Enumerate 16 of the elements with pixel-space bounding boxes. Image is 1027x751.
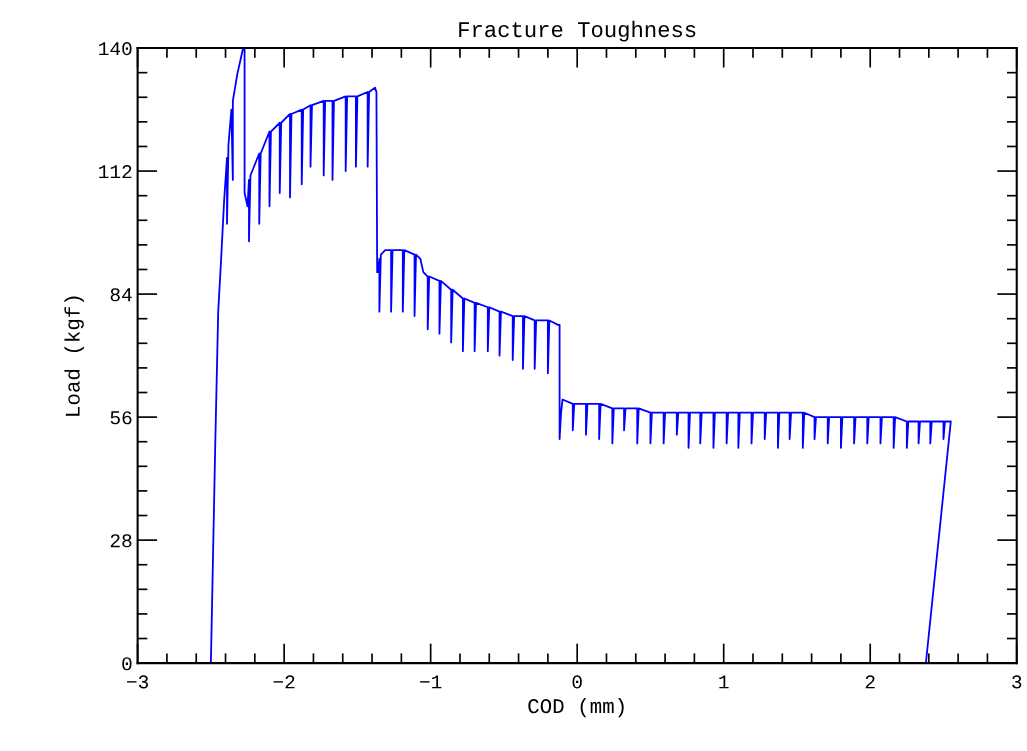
x-tick-label: −3 bbox=[127, 675, 149, 689]
x-tick-label: 3 bbox=[1012, 675, 1022, 689]
y-tick-label: 28 bbox=[110, 534, 132, 548]
y-tick-label: 84 bbox=[110, 288, 132, 302]
y-tick-label: 140 bbox=[99, 42, 132, 56]
chart-title: Fracture Toughness bbox=[459, 20, 696, 42]
x-tick-label: 2 bbox=[865, 675, 875, 689]
x-axis-title: COD (mm) bbox=[528, 697, 624, 718]
y-tick-label: 0 bbox=[122, 657, 132, 671]
x-tick-label: 0 bbox=[572, 675, 582, 689]
y-tick-label: 56 bbox=[110, 411, 132, 425]
x-tick-label: 1 bbox=[719, 675, 729, 689]
y-axis-title: Load (kgf) bbox=[64, 296, 84, 416]
x-tick-label: −2 bbox=[273, 675, 295, 689]
x-tick-label: −1 bbox=[420, 675, 442, 689]
y-tick-label: 112 bbox=[99, 165, 132, 179]
